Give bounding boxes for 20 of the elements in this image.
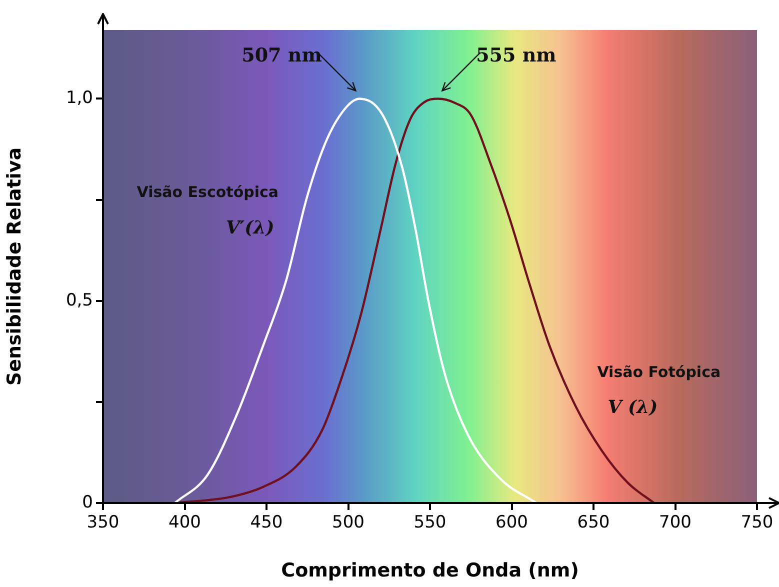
x-tick-label: 550 (414, 512, 446, 533)
y-tick-label: 0,5 (66, 290, 93, 310)
x-tick-label: 700 (659, 512, 692, 533)
y-tick-label: 0 (82, 492, 93, 512)
annotation: 507 nm (242, 44, 322, 67)
x-tick-label: 750 (740, 512, 774, 533)
annotation: Visão Escotópica (136, 183, 279, 202)
y-axis-title: Sensibilidade Relativa (3, 147, 26, 386)
x-tick-label: 450 (250, 512, 283, 533)
annotation: V′(λ) (226, 217, 274, 238)
y-tick-label: 1,0 (66, 88, 93, 108)
x-axis-title: Comprimento de Onda (nm) (281, 560, 579, 582)
x-tick-label: 500 (332, 512, 364, 533)
annotation: 555 nm (476, 44, 556, 67)
annotation: Visão Fotópica (597, 362, 721, 381)
x-tick-label: 600 (496, 512, 528, 533)
x-tick-label: 400 (168, 512, 201, 533)
annotation: V (λ) (608, 397, 658, 418)
x-tick-label: 650 (577, 512, 610, 533)
x-tick-label: 350 (86, 512, 120, 533)
